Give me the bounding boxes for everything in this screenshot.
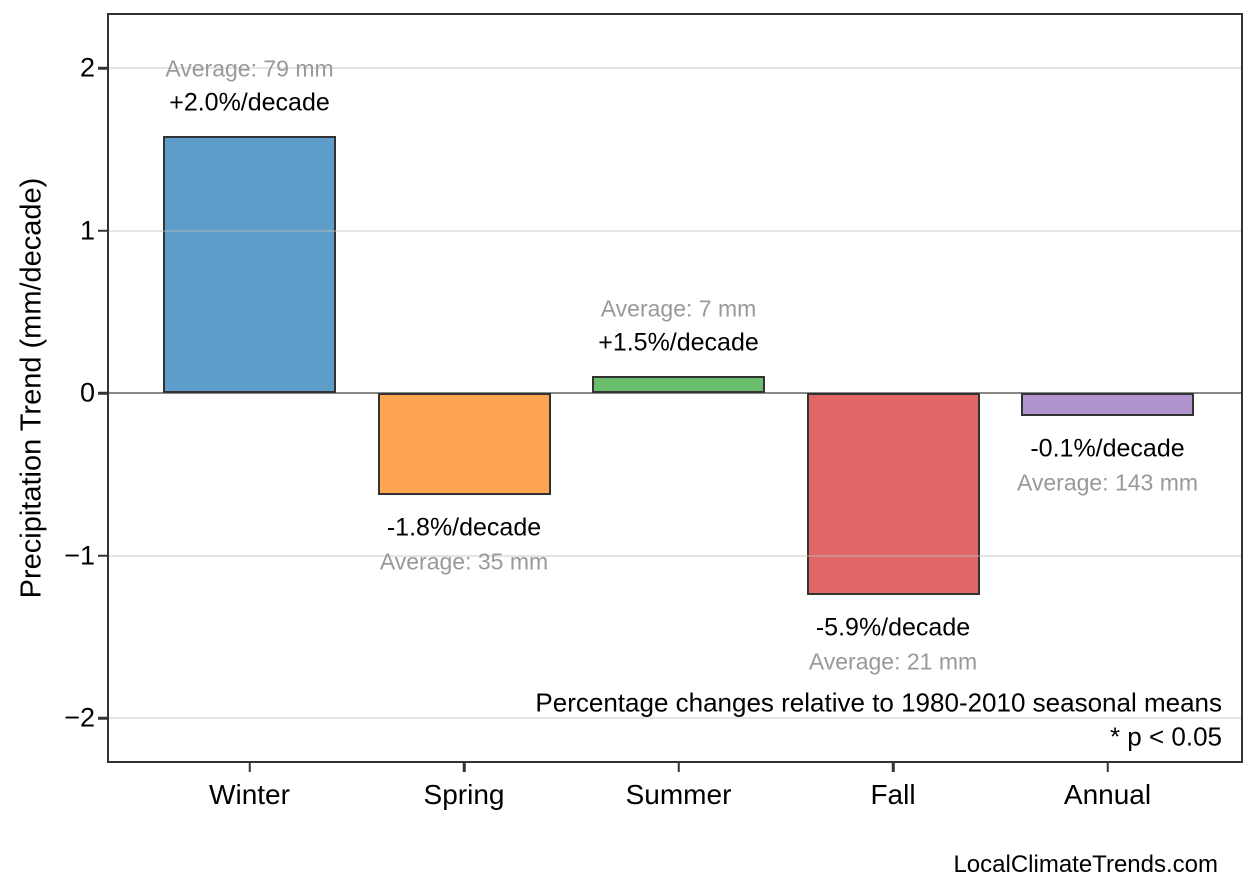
bar-annotation-percent-fall: -5.9%/decade	[815, 613, 971, 641]
gridline	[107, 67, 1243, 69]
x-tick-mark	[677, 763, 680, 772]
footnote-significance: * p < 0.05	[1109, 721, 1222, 752]
y-tick-mark	[98, 391, 107, 395]
x-axis-label-winter: Winter	[209, 779, 290, 810]
bar-annotation-percent-winter: +2.0%/decade	[169, 88, 330, 117]
bar-annotation-percent-summer: +1.5%/decade	[598, 328, 759, 357]
y-tick-label: 2	[79, 52, 95, 83]
y-tick-label: 0	[79, 377, 95, 408]
x-axis-label-annual: Annual	[1063, 779, 1152, 810]
x-axis-label-spring: Spring	[423, 779, 505, 810]
gridline	[107, 717, 1243, 719]
x-axis-label-summer: Summer	[625, 779, 732, 810]
x-axis-label-fall: Fall	[870, 779, 916, 810]
x-tick-mark	[891, 763, 895, 772]
bar-annotation-average-spring: Average: 35 mm	[379, 548, 549, 575]
bar-annotation-percent-spring: -1.8%/decade	[386, 513, 542, 542]
bar-annotation-average-annual: Average: 143 mm	[1016, 469, 1199, 496]
x-tick-mark	[248, 763, 251, 772]
bar-annotation-average-summer: Average: 7 mm	[600, 295, 757, 322]
bar-summer	[592, 375, 765, 393]
watermark: LocalClimateTrends.com	[953, 851, 1218, 878]
y-tick-mark	[98, 716, 107, 720]
bar-annual	[1021, 393, 1194, 417]
y-axis-tick-labels: 2 1 0 −1 −2	[0, 0, 95, 893]
y-tick-mark	[98, 554, 107, 557]
y-tick-label: −1	[64, 540, 95, 570]
gridline	[107, 554, 1243, 557]
bar-fall	[806, 393, 980, 595]
y-axis-title: Precipitation Trend (mm/decade)	[15, 177, 48, 599]
bar-annotation-average-fall: Average: 21 mm	[808, 648, 978, 674]
footnote-relative-means: Percentage changes relative to 1980-2010…	[535, 687, 1222, 718]
bar-spring	[377, 393, 551, 496]
x-tick-mark	[462, 763, 466, 772]
bar-annotation-percent-annual: -0.1%/decade	[1030, 434, 1185, 463]
bar-annotation-average-winter: Average: 79 mm	[165, 55, 334, 82]
y-tick-label: 1	[79, 215, 95, 245]
y-tick-mark	[98, 66, 107, 70]
gridline	[107, 229, 1243, 232]
y-tick-label: −2	[64, 702, 95, 733]
plot-area: Percentage changes relative to 1980-2010…	[107, 13, 1243, 763]
y-tick-mark	[98, 229, 107, 232]
x-tick-mark	[1106, 763, 1109, 772]
zero-line	[107, 392, 1243, 394]
bar-winter	[163, 136, 336, 393]
